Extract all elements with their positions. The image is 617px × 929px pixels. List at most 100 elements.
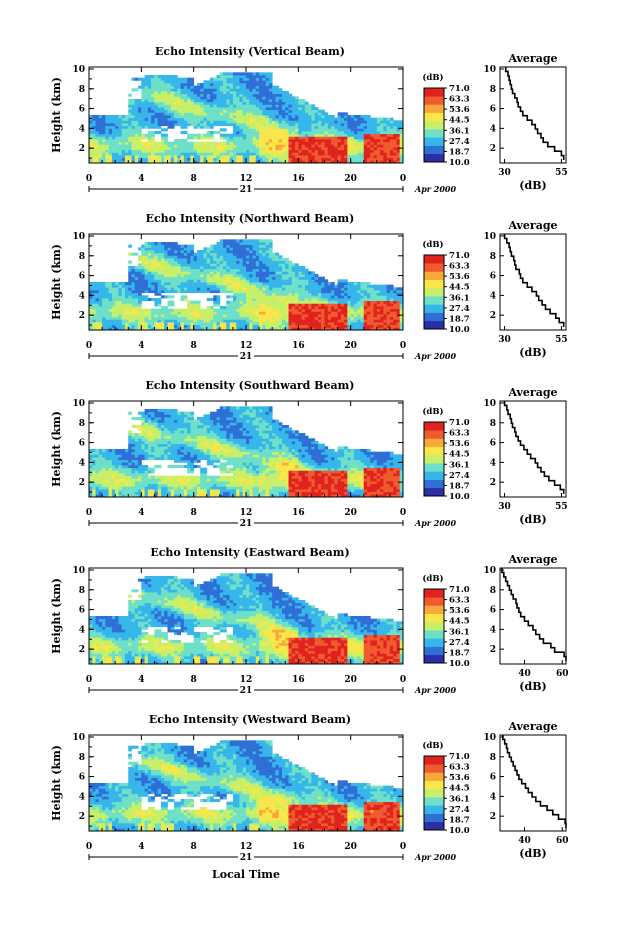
heatmap-cell bbox=[232, 133, 237, 137]
heatmap-cell bbox=[102, 128, 106, 132]
heatmap-cell bbox=[164, 287, 168, 291]
heatmap-cell bbox=[141, 107, 145, 111]
heatmap-cell bbox=[337, 279, 342, 283]
profile-x-tick-label: 30 bbox=[498, 335, 511, 345]
heatmap-cell bbox=[360, 292, 365, 296]
heatmap-cell bbox=[321, 115, 325, 119]
heatmap-cell bbox=[229, 250, 234, 254]
heatmap-cell bbox=[350, 155, 355, 159]
heatmap-cell bbox=[108, 149, 113, 153]
heatmap-cell bbox=[376, 284, 381, 288]
heatmap-cell bbox=[246, 295, 250, 299]
heatmap-cell bbox=[255, 311, 260, 315]
heatmap-cell bbox=[268, 120, 273, 124]
heatmap-cell bbox=[200, 255, 204, 259]
heatmap-cell bbox=[89, 327, 93, 331]
heatmap-cell bbox=[190, 109, 195, 113]
heatmap-cell bbox=[255, 276, 260, 280]
heatmap-cell bbox=[249, 306, 253, 310]
heatmap-cell bbox=[180, 101, 185, 105]
heatmap-cell bbox=[193, 271, 198, 275]
heatmap-cell bbox=[278, 324, 283, 328]
heatmap-cell bbox=[167, 83, 172, 87]
heatmap-cell bbox=[327, 295, 332, 299]
heatmap-cell bbox=[144, 276, 149, 280]
heatmap-cell bbox=[344, 327, 348, 331]
heatmap-cell bbox=[242, 258, 247, 262]
heatmap-cell bbox=[154, 324, 159, 328]
heatmap-cell bbox=[89, 311, 93, 315]
heatmap-cell bbox=[249, 115, 253, 119]
heatmap-cell bbox=[324, 314, 329, 318]
heatmap-cell bbox=[223, 123, 227, 127]
heatmap-cell bbox=[154, 88, 159, 92]
heatmap-cell bbox=[252, 139, 257, 143]
heatmap-cell bbox=[288, 131, 293, 135]
heatmap-cell bbox=[229, 322, 234, 326]
heatmap-cell bbox=[147, 75, 152, 79]
heatmap-cell bbox=[138, 266, 142, 270]
heatmap-cell bbox=[229, 91, 234, 95]
heatmap-cell bbox=[246, 125, 250, 129]
heatmap-cell bbox=[200, 274, 204, 278]
heatmap-cell bbox=[203, 91, 208, 95]
heatmap-cell bbox=[383, 157, 388, 161]
heatmap-cell bbox=[278, 125, 283, 129]
heatmap-cell bbox=[164, 112, 168, 116]
heatmap-cell bbox=[203, 104, 208, 108]
heatmap-cell bbox=[373, 306, 378, 310]
heatmap-cell bbox=[154, 80, 159, 84]
heatmap-cell bbox=[105, 284, 110, 288]
y-axis-label: Height (km) bbox=[50, 244, 63, 320]
heatmap-cell bbox=[370, 298, 374, 302]
heatmap-cell bbox=[275, 109, 280, 113]
heatmap-cell bbox=[180, 112, 185, 116]
heatmap-cell bbox=[236, 109, 240, 113]
heatmap-cell bbox=[298, 311, 302, 315]
heatmap-cell bbox=[203, 260, 208, 264]
heatmap-cell bbox=[115, 141, 119, 145]
heatmap-cell bbox=[157, 276, 162, 280]
heatmap-cell bbox=[265, 327, 270, 331]
heatmap-cell bbox=[193, 287, 198, 291]
heatmap-cell bbox=[363, 287, 368, 291]
heatmap-cell bbox=[219, 152, 224, 156]
heatmap-cell bbox=[272, 322, 276, 326]
heatmap-cell bbox=[157, 83, 162, 87]
heatmap-cell bbox=[357, 123, 361, 127]
heatmap-cell bbox=[259, 239, 263, 243]
heatmap-cell bbox=[167, 274, 172, 278]
heatmap-cell bbox=[138, 324, 142, 328]
heatmap-cell bbox=[393, 152, 397, 156]
heatmap-cell bbox=[288, 327, 293, 331]
heatmap-cell bbox=[317, 144, 322, 148]
heatmap-cell bbox=[376, 290, 381, 294]
heatmap-cell bbox=[226, 282, 231, 286]
heatmap-cell bbox=[147, 157, 152, 161]
heatmap-cell bbox=[291, 133, 296, 137]
heatmap-cell bbox=[164, 282, 168, 286]
heatmap-cell bbox=[134, 147, 139, 151]
heatmap-cell bbox=[288, 260, 293, 264]
heatmap-cell bbox=[304, 147, 309, 151]
heatmap-cell bbox=[154, 279, 159, 283]
heatmap-cell bbox=[252, 115, 257, 119]
heatmap-cell bbox=[167, 324, 172, 328]
heatmap-cell bbox=[196, 274, 201, 278]
heatmap-cell bbox=[314, 290, 319, 294]
heatmap-cell bbox=[151, 117, 155, 121]
heatmap-cell bbox=[337, 292, 342, 296]
heatmap-cell bbox=[268, 282, 273, 286]
heatmap-cell bbox=[363, 149, 368, 153]
heatmap-cell bbox=[131, 308, 136, 312]
heatmap-cell bbox=[295, 298, 299, 302]
heatmap-cell bbox=[262, 83, 267, 87]
heatmap-cell bbox=[187, 83, 191, 87]
heatmap-cell bbox=[281, 149, 286, 153]
heatmap-cell bbox=[308, 107, 312, 111]
heatmap-cell bbox=[295, 308, 299, 312]
heatmap-cell bbox=[242, 139, 247, 143]
heatmap-cell bbox=[219, 255, 224, 259]
heatmap-cell bbox=[285, 155, 289, 159]
heatmap-cell bbox=[314, 120, 319, 124]
